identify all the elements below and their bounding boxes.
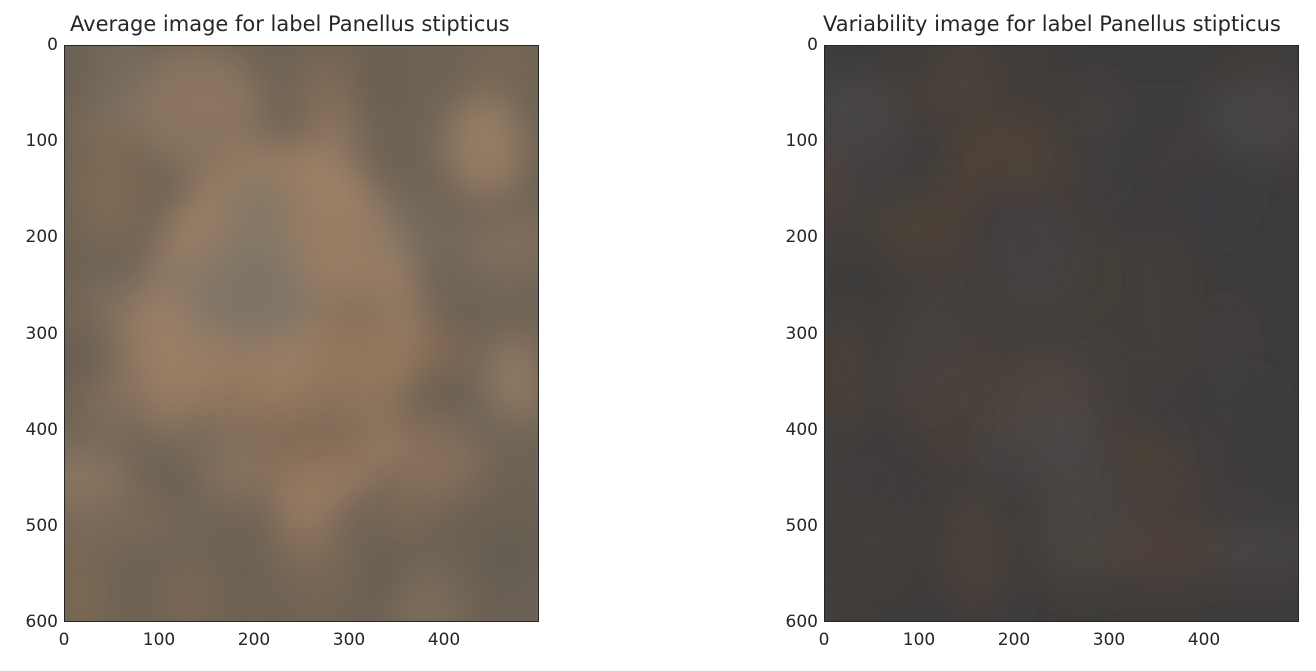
image-blob — [388, 410, 482, 502]
y-tick-label: 500 — [785, 515, 818, 536]
x-tick-label: 100 — [142, 630, 176, 650]
y-tick-label: 200 — [785, 227, 818, 248]
image-blob — [1202, 525, 1298, 577]
image-blob — [94, 46, 147, 126]
image-texture — [65, 46, 538, 621]
image-blob — [395, 572, 459, 621]
y-tick-label: 300 — [25, 323, 58, 344]
x-tick-label: 100 — [902, 630, 936, 650]
image-blob — [1096, 512, 1230, 587]
image-blob — [835, 405, 939, 520]
average-image-title: Average image for label Panellus stiptic… — [70, 12, 510, 36]
image-blob — [467, 46, 538, 101]
image-blob — [987, 201, 1079, 315]
image-blob — [969, 413, 1088, 487]
image-blob — [366, 195, 449, 259]
x-tick-label: 0 — [818, 630, 830, 650]
average-image-plot — [64, 45, 539, 622]
image-blob — [1083, 246, 1112, 315]
image-blob — [439, 87, 517, 188]
y-tick-label: 0 — [47, 35, 58, 55]
image-blob — [161, 564, 215, 621]
image-blob — [65, 450, 132, 510]
image-blob — [952, 111, 1056, 193]
image-blob — [65, 341, 126, 388]
image-blob — [493, 518, 538, 564]
image-blob — [304, 110, 362, 217]
y-tick-label: 400 — [785, 419, 818, 440]
image-blob — [82, 374, 158, 435]
image-blob — [1155, 373, 1285, 480]
image-blob — [131, 46, 264, 173]
x-tick-label: 300 — [332, 630, 366, 650]
x-tick-label: 0 — [58, 630, 70, 650]
image-blob — [272, 503, 335, 562]
image-blob — [164, 399, 289, 521]
y-tick-label: 100 — [25, 131, 58, 152]
image-blob — [317, 289, 416, 327]
image-blob — [1208, 73, 1298, 162]
variability-image-plot — [824, 45, 1299, 622]
image-blob — [825, 559, 852, 621]
x-tick-label: 200 — [237, 630, 271, 650]
y-tick-label: 100 — [785, 131, 818, 152]
image-blob — [1075, 129, 1206, 240]
image-blob — [76, 129, 144, 248]
image-blob — [827, 307, 862, 437]
image-blob — [825, 138, 857, 256]
image-blob — [168, 240, 300, 331]
x-tick-label: 400 — [427, 630, 461, 650]
image-blob — [262, 365, 383, 497]
x-tick-label: 200 — [997, 630, 1031, 650]
variability-image-title: Variability image for label Panellus sti… — [823, 12, 1281, 36]
image-blob — [916, 46, 1043, 116]
image-blob — [366, 547, 403, 612]
y-tick-label: 600 — [785, 612, 818, 632]
image-blob — [494, 326, 536, 416]
y-tick-label: 300 — [785, 323, 818, 344]
x-tick-label: 300 — [1092, 630, 1126, 650]
image-blob — [938, 483, 1009, 618]
image-blob — [65, 536, 107, 621]
variability-image-heatmap — [825, 46, 1298, 621]
y-tick-label: 500 — [25, 515, 58, 536]
image-blob — [1070, 340, 1118, 440]
y-tick-label: 400 — [25, 419, 58, 440]
image-texture — [825, 46, 1298, 621]
image-blob — [95, 263, 195, 303]
y-tick-label: 0 — [807, 35, 818, 55]
image-blob — [131, 297, 192, 387]
image-blob — [380, 501, 430, 532]
x-tick-label: 400 — [1187, 630, 1221, 650]
y-tick-label: 200 — [25, 227, 58, 248]
image-blob — [828, 144, 954, 203]
image-blob — [354, 46, 400, 118]
y-tick-label: 600 — [25, 612, 58, 632]
average-image-heatmap — [65, 46, 538, 621]
